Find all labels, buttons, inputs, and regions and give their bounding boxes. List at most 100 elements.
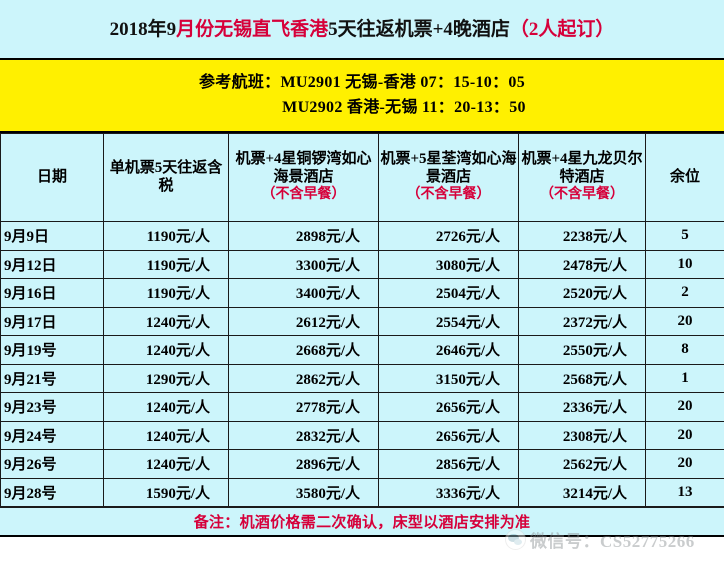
- cell-hotel2: 2656元/人: [378, 392, 519, 422]
- cell-seats: 13: [645, 477, 724, 507]
- table-row: 9月28号 1590元/人 3580元/人 3336元/人 3214元/人 13: [0, 477, 724, 507]
- table-header-row: 日期 单机票5天往返含税 机票+4星铜锣湾如心海景酒店 （不含早餐） 机票+5星…: [0, 133, 724, 222]
- column-header-hotel1-label: 机票+4星铜锣湾如心海景酒店: [235, 151, 372, 185]
- title-middle: 5天往返机票+4晚酒店: [328, 18, 510, 40]
- table-row: 9月16日 1190元/人 3400元/人 2504元/人 2520元/人 2: [0, 278, 724, 308]
- cell-hotel2: 2726元/人: [378, 221, 519, 251]
- cell-airfare: 1240元/人: [103, 335, 229, 365]
- footer-note-text: 备注：机酒价格需二次确认，床型以酒店安排为准: [193, 515, 531, 531]
- cell-airfare: 1290元/人: [103, 363, 229, 393]
- cell-seats: 5: [645, 221, 724, 251]
- table-header: 日期 单机票5天往返含税 机票+4星铜锣湾如心海景酒店 （不含早餐） 机票+5星…: [0, 133, 724, 222]
- cell-date: 9月12日: [0, 249, 104, 279]
- title-band: 2018年9月份无锡直飞香港5天往返机票+4晚酒店（2人起订）: [0, 0, 724, 60]
- table-body: 9月9日 1190元/人 2898元/人 2726元/人 2238元/人 5 9…: [0, 221, 724, 507]
- cell-hotel2: 3080元/人: [378, 249, 519, 279]
- table-row: 9月21号 1290元/人 2862元/人 3150元/人 2568元/人 1: [0, 363, 724, 393]
- column-header-hotel2-label: 机票+5星荃湾如心海景酒店: [380, 151, 517, 185]
- price-table: 日期 单机票5天往返含税 机票+4星铜锣湾如心海景酒店 （不含早餐） 机票+5星…: [0, 133, 724, 507]
- cell-seats: 20: [645, 420, 724, 450]
- column-header-hotel2-sub: （不含早餐）: [406, 187, 491, 203]
- column-header-seats-label: 余位: [669, 168, 700, 185]
- cell-hotel1: 2668元/人: [228, 335, 379, 365]
- column-header-hotel3-sub: （不含早餐）: [540, 187, 624, 203]
- cell-date: 9月24号: [0, 420, 104, 450]
- table-row: 9月23号 1240元/人 2778元/人 2656元/人 2336元/人 20: [0, 392, 724, 422]
- cell-hotel2: 2646元/人: [378, 335, 519, 365]
- cell-hotel3: 3214元/人: [518, 477, 646, 507]
- cell-seats: 10: [645, 249, 724, 279]
- column-header-date-label: 日期: [36, 168, 67, 185]
- column-header-date: 日期: [0, 133, 104, 222]
- cell-hotel1: 2898元/人: [228, 221, 379, 251]
- cell-seats: 1: [645, 363, 724, 393]
- column-header-airfare-label: 单机票5天往返含税: [109, 159, 223, 194]
- title-prefix: 2018年9: [109, 18, 177, 40]
- column-header-hotel3: 机票+4星九龙贝尔特酒店 （不含早餐）: [518, 133, 646, 222]
- cell-hotel1: 2612元/人: [228, 306, 379, 336]
- table-row: 9月26号 1240元/人 2896元/人 2856元/人 2562元/人 20: [0, 449, 724, 479]
- cell-hotel1: 2896元/人: [228, 449, 379, 479]
- cell-hotel2: 2856元/人: [378, 449, 519, 479]
- table-row: 9月17日 1240元/人 2612元/人 2554元/人 2372元/人 20: [0, 306, 724, 336]
- title-highlight: 月份无锡直飞香港: [176, 18, 329, 40]
- cell-date: 9月23号: [0, 392, 104, 422]
- column-header-hotel1-sub: （不含早餐）: [261, 187, 346, 203]
- cell-date: 9月16日: [0, 278, 104, 308]
- cell-date: 9月9日: [0, 221, 104, 251]
- cell-seats: 2: [645, 278, 724, 308]
- cell-date: 9月26号: [0, 449, 104, 479]
- cell-airfare: 1190元/人: [103, 278, 229, 308]
- cell-hotel1: 2778元/人: [228, 392, 379, 422]
- cell-seats: 20: [645, 392, 724, 422]
- cell-hotel2: 3336元/人: [378, 477, 519, 507]
- column-header-hotel3-label: 机票+4星九龙贝尔特酒店: [521, 151, 643, 185]
- flight-return-line: MU2902 香港-无锡 11：20-13：50: [282, 98, 526, 116]
- column-header-airfare: 单机票5天往返含税: [103, 133, 229, 222]
- cell-hotel3: 2562元/人: [518, 449, 646, 479]
- cell-date: 9月19号: [0, 335, 104, 365]
- cell-seats: 8: [645, 335, 724, 365]
- cell-airfare: 1240元/人: [103, 306, 229, 336]
- cell-hotel3: 2568元/人: [518, 363, 646, 393]
- cell-hotel1: 3300元/人: [228, 249, 379, 279]
- flight-info-band: 参考航班：MU2901 无锡-香港 07：15-10：05 MU2902 香港-…: [0, 60, 724, 133]
- cell-hotel2: 3150元/人: [378, 363, 519, 393]
- cell-airfare: 1590元/人: [103, 477, 229, 507]
- cell-hotel2: 2554元/人: [378, 306, 519, 336]
- cell-hotel1: 2862元/人: [228, 363, 379, 393]
- cell-hotel1: 2832元/人: [228, 420, 379, 450]
- cell-airfare: 1240元/人: [103, 449, 229, 479]
- cell-hotel3: 2550元/人: [518, 335, 646, 365]
- cell-airfare: 1240元/人: [103, 420, 229, 450]
- cell-airfare: 1190元/人: [103, 249, 229, 279]
- table-row: 9月24号 1240元/人 2832元/人 2656元/人 2308元/人 20: [0, 420, 724, 450]
- cell-airfare: 1190元/人: [103, 221, 229, 251]
- footer-note-band: 备注：机酒价格需二次确认，床型以酒店安排为准: [0, 507, 724, 537]
- title-suffix: （2人起订）: [509, 18, 615, 40]
- cell-hotel2: 2504元/人: [378, 278, 519, 308]
- cell-hotel3: 2238元/人: [518, 221, 646, 251]
- cell-seats: 20: [645, 306, 724, 336]
- cell-airfare: 1240元/人: [103, 392, 229, 422]
- cell-hotel3: 2478元/人: [518, 249, 646, 279]
- table-row: 9月19号 1240元/人 2668元/人 2646元/人 2550元/人 8: [0, 335, 724, 365]
- column-header-hotel2: 机票+5星荃湾如心海景酒店 （不含早餐）: [378, 133, 519, 222]
- cell-date: 9月17日: [0, 306, 104, 336]
- page-title: 2018年9月份无锡直飞香港5天往返机票+4晚酒店（2人起订）: [110, 20, 615, 39]
- table-row: 9月12日 1190元/人 3300元/人 3080元/人 2478元/人 10: [0, 249, 724, 279]
- cell-hotel1: 3580元/人: [228, 477, 379, 507]
- cell-hotel3: 2336元/人: [518, 392, 646, 422]
- flight-outbound-line: 参考航班：MU2901 无锡-香港 07：15-10：05: [198, 73, 525, 91]
- cell-hotel3: 2372元/人: [518, 306, 646, 336]
- table-row: 9月9日 1190元/人 2898元/人 2726元/人 2238元/人 5: [0, 221, 724, 251]
- cell-hotel3: 2520元/人: [518, 278, 646, 308]
- cell-date: 9月21号: [0, 363, 104, 393]
- column-header-hotel1: 机票+4星铜锣湾如心海景酒店 （不含早餐）: [228, 133, 379, 222]
- cell-hotel2: 2656元/人: [378, 420, 519, 450]
- cell-hotel1: 3400元/人: [228, 278, 379, 308]
- cell-hotel3: 2308元/人: [518, 420, 646, 450]
- column-header-seats: 余位: [645, 133, 724, 222]
- cell-date: 9月28号: [0, 477, 104, 507]
